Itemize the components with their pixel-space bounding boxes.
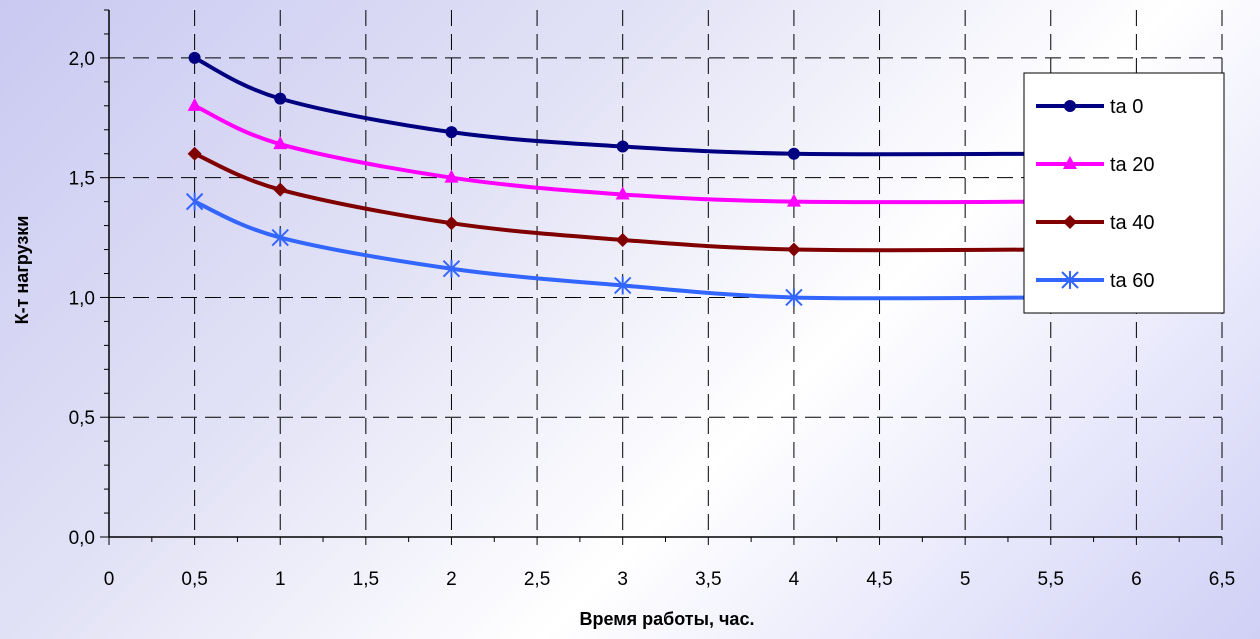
x-tick-label: 5,5 (1038, 569, 1064, 590)
y-tick-label: 1,5 (69, 169, 95, 190)
legend-item: ta 40 (1036, 212, 1154, 234)
data-point-triangle (615, 186, 630, 200)
x-axis-title: Время работы, час. (580, 609, 755, 629)
series-ta-40 (187, 146, 1051, 257)
x-tick-label: 4,5 (866, 569, 892, 590)
x-tick-label: 5 (960, 569, 971, 590)
data-point-asterisk (785, 288, 803, 307)
data-point-diamond (444, 216, 459, 231)
data-point-diamond (1063, 215, 1077, 229)
x-tick-label: 3 (617, 569, 628, 590)
y-tick-label: 0,5 (69, 408, 95, 429)
data-point-triangle (187, 97, 202, 111)
data-point-triangle (273, 136, 288, 150)
data-point-asterisk (1061, 271, 1079, 289)
x-tick-label: 6,5 (1209, 569, 1235, 590)
legend-item: ta 0 (1036, 96, 1143, 118)
data-point-triangle (1063, 156, 1077, 169)
legend-label: ta 0 (1110, 96, 1143, 118)
legend: ta 0 ta 20 ta 40 ta 60 (1023, 72, 1225, 314)
x-tick-label: 3,5 (695, 569, 721, 590)
data-point-diamond (615, 232, 630, 247)
data-point-circle (274, 92, 287, 105)
data-point-asterisk (185, 192, 204, 211)
legend-box (1023, 72, 1225, 314)
series-group (185, 51, 1051, 307)
data-point-diamond (273, 182, 288, 197)
legend-item: ta 20 (1036, 154, 1154, 176)
x-tick-label: 1,5 (353, 569, 379, 590)
data-point-diamond (187, 146, 202, 161)
data-point-diamond (786, 242, 801, 257)
series-ta-0 (188, 51, 1051, 160)
series-ta-60 (185, 192, 1051, 307)
legend-label: ta 60 (1110, 270, 1154, 292)
legend-item: ta 60 (1036, 270, 1154, 292)
legend-label: ta 40 (1110, 212, 1154, 234)
x-tick-label: 2 (446, 569, 457, 590)
y-axis-title: К-т нагрузки (12, 216, 32, 325)
x-tick-label: 0,5 (181, 569, 207, 590)
data-point-triangle (786, 193, 801, 207)
data-point-circle (616, 140, 629, 153)
data-point-circle (445, 126, 458, 139)
x-tick-label: 0 (104, 569, 115, 590)
data-point-circle (787, 147, 800, 160)
tick-labels: 0 0,5 1 1,5 2 2,5 3 3,5 4 4,5 5 5,5 6 6,5 0,0 0,5 1,0 1,5… (69, 49, 1236, 590)
y-tick-label: 0,0 (69, 528, 95, 549)
legend-label: ta 20 (1110, 154, 1154, 176)
y-tick-label: 1,0 (69, 288, 95, 309)
data-point-triangle (444, 169, 459, 183)
data-point-asterisk (271, 228, 289, 247)
x-tick-label: 6 (1131, 569, 1142, 590)
series-ta-20 (187, 97, 1051, 207)
data-point-asterisk (442, 259, 461, 278)
data-point-circle (188, 51, 201, 64)
x-tick-label: 1 (275, 569, 286, 590)
axes (100, 9, 1223, 545)
data-point-circle (1064, 100, 1076, 112)
x-tick-label: 2,5 (524, 569, 550, 590)
x-tick-label: 4 (789, 569, 800, 590)
y-tick-label: 2,0 (69, 49, 95, 70)
data-point-asterisk (613, 276, 632, 295)
